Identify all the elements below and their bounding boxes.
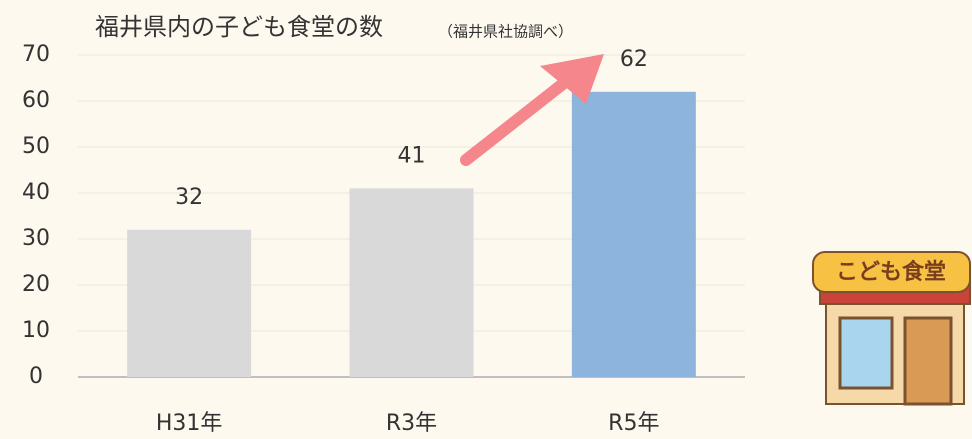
x-tick-label: H31年 xyxy=(156,411,223,436)
page: 福井県内の子ども食堂の数 （福井県社協調べ） 0 10 20 30 40 50 60 70 32… xyxy=(0,0,972,439)
chart: 福井県内の子ども食堂の数 （福井県社協調べ） 0 10 20 30 40 50 60 70 32… xyxy=(0,0,972,439)
chart-title: 福井県内の子ども食堂の数 xyxy=(95,13,383,41)
y-tick-label: 70 xyxy=(22,42,50,67)
y-tick-label: 30 xyxy=(22,226,50,251)
chart-subtitle: （福井県社協調べ） xyxy=(438,23,573,41)
bar xyxy=(350,188,474,377)
plot: 0 10 20 30 40 50 60 70 32 H31年 41 R3年 62 R5年 xyxy=(22,42,745,436)
y-tick-label: 0 xyxy=(29,364,43,389)
shop-door xyxy=(905,318,951,404)
x-tick-label: R5年 xyxy=(608,411,659,436)
shop-sign-label: こども食堂 xyxy=(836,259,946,285)
y-tick-label: 10 xyxy=(22,318,50,343)
value-label: 41 xyxy=(398,143,426,168)
x-tick-label: R3年 xyxy=(386,411,437,436)
value-label: 32 xyxy=(175,185,203,210)
y-tick-label: 50 xyxy=(22,134,50,159)
y-tick-label: 40 xyxy=(22,180,50,205)
value-label: 62 xyxy=(620,47,648,72)
bar xyxy=(127,230,251,377)
bar xyxy=(572,92,696,377)
shop-illustration: こども食堂 xyxy=(813,252,970,404)
y-tick-label: 60 xyxy=(22,88,50,113)
y-tick-label: 20 xyxy=(22,272,50,297)
shop-window xyxy=(840,318,892,388)
